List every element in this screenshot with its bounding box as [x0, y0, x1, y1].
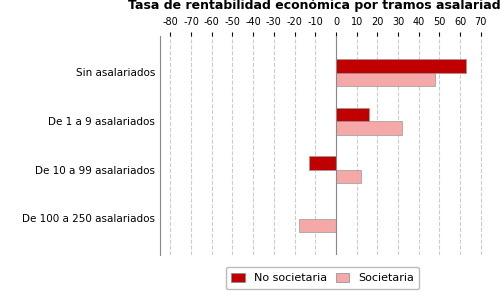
Bar [298, 218, 336, 232]
Bar [336, 73, 436, 86]
Bar [336, 121, 402, 135]
Bar [336, 59, 466, 73]
Title: Tasa de rentabilidad económica por tramos asalariados: Tasa de rentabilidad económica por tramo… [128, 0, 500, 12]
Legend: No societaria, Societaria: No societaria, Societaria [226, 267, 419, 289]
Bar [336, 107, 369, 121]
Bar [309, 156, 336, 170]
Bar [336, 170, 361, 184]
